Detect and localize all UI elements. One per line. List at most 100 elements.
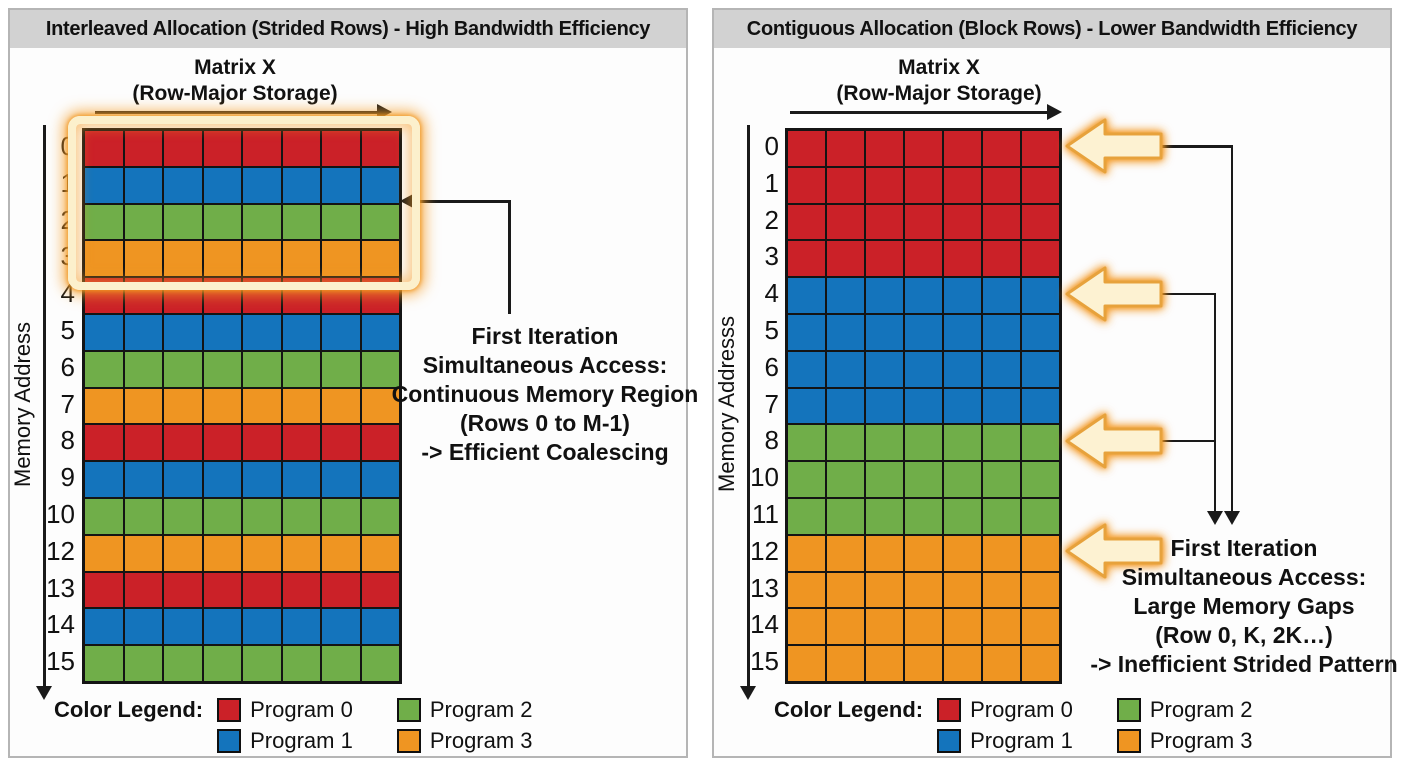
matrix-cell	[943, 461, 982, 498]
memory-address-row-label: 13	[750, 572, 779, 603]
program-0-swatch-icon	[217, 698, 242, 722]
matrix-cell	[787, 350, 826, 388]
matrix-cell	[865, 313, 904, 351]
matrix-cell	[242, 240, 282, 278]
matrix-cell	[865, 130, 904, 167]
memory-address-row-label: 3	[764, 241, 779, 272]
memory-address-row-label: 2	[764, 204, 779, 235]
matrix-cell	[826, 461, 865, 498]
matrix-cell	[242, 424, 282, 462]
matrix-cell	[1021, 277, 1060, 314]
matrix-cell	[281, 130, 321, 167]
matrix-cell	[321, 387, 361, 425]
matrix-cell	[163, 645, 203, 682]
matrix-cell	[84, 534, 124, 572]
memory-address-axis-label: Memory Address	[10, 321, 35, 487]
matrix-cell	[982, 461, 1021, 498]
matrix-cell	[904, 387, 943, 425]
legend-item-label: Program 1	[970, 728, 1073, 753]
matrix-cell	[321, 166, 361, 204]
matrix-cell	[123, 608, 163, 646]
memory-address-row-label: 13	[46, 572, 75, 603]
annotation-line: Simultaneous Access:	[1121, 564, 1367, 590]
matrix-cell	[865, 277, 904, 314]
matrix-cell	[982, 608, 1021, 646]
legend-label: Color Legend:	[774, 697, 924, 722]
annotation-line: Large Memory Gaps	[1133, 593, 1355, 619]
matrix-header: Matrix X (Row-Major Storage)	[70, 55, 400, 107]
matrix-cell	[281, 534, 321, 572]
matrix-cell	[826, 130, 865, 167]
matrix-cell	[321, 203, 361, 241]
matrix-cell	[865, 350, 904, 388]
matrix-cell	[943, 240, 982, 278]
matrix-cell	[943, 608, 982, 646]
matrix-cell	[242, 130, 282, 167]
matrix-cell	[202, 608, 242, 646]
matrix-cell	[202, 203, 242, 241]
row-major-direction-arrow-icon	[95, 104, 392, 120]
matrix-cell	[787, 571, 826, 609]
matrix-cell	[943, 277, 982, 314]
matrix-cell	[904, 130, 943, 167]
legend-label: Color Legend:	[54, 697, 204, 722]
annotation-text: First Iteration Simultaneous Access: Conti…	[370, 322, 720, 467]
memory-address-row-label: 8	[60, 425, 75, 456]
matrix-cell	[943, 424, 982, 462]
matrix-cell	[865, 461, 904, 498]
memory-address-row-label: 11	[752, 498, 779, 529]
matrix-cell	[84, 424, 124, 462]
matrix-cell	[826, 166, 865, 204]
matrix-cell	[123, 166, 163, 204]
matrix-cell	[281, 166, 321, 204]
panel-title: Contiguous Allocation (Block Rows) - Low…	[714, 10, 1390, 48]
memory-address-row-label: 2	[60, 204, 75, 235]
matrix-cell	[787, 424, 826, 462]
memory-address-row-label: 6	[764, 351, 779, 382]
matrix-cell	[202, 350, 242, 388]
matrix-cell	[242, 571, 282, 609]
matrix-cell	[982, 240, 1021, 278]
matrix-cell	[242, 461, 282, 498]
matrix-cell	[123, 424, 163, 462]
matrix-cell	[787, 203, 826, 241]
matrix-cell	[1021, 571, 1060, 609]
matrix-cell	[242, 497, 282, 535]
row-label-column: 0 1 2 3 4 5 6 7 8 10 11 12 13 14 15	[750, 128, 779, 680]
matrix-cell	[242, 387, 282, 425]
matrix-cell	[242, 608, 282, 646]
memory-address-row-label: 5	[60, 314, 75, 345]
matrix-cell	[321, 534, 361, 572]
matrix-cell	[1021, 534, 1060, 572]
matrix-cell	[84, 313, 124, 351]
matrix-cell	[826, 387, 865, 425]
matrix-cell	[904, 277, 943, 314]
matrix-cell	[84, 166, 124, 204]
matrix-cell	[281, 608, 321, 646]
matrix-cell	[84, 497, 124, 535]
matrix-cell	[826, 571, 865, 609]
annotation-line: (Row 0, K, 2K…)	[1155, 622, 1333, 648]
matrix-cell	[202, 166, 242, 204]
memory-address-row-label: 14	[750, 609, 779, 640]
memory-address-row-label: 9	[60, 462, 75, 493]
matrix-cell	[163, 240, 203, 278]
matrix-cell	[163, 461, 203, 498]
matrix-cell	[202, 240, 242, 278]
matrix-cell	[123, 313, 163, 351]
matrix-cell	[123, 461, 163, 498]
matrix-cell	[904, 313, 943, 351]
matrix-cell	[787, 130, 826, 167]
matrix-cell	[982, 350, 1021, 388]
color-legend: Color Legend: Program 0 Program 1 Program …	[54, 696, 533, 755]
matrix-cell	[982, 645, 1021, 682]
legend-item-label: Program 0	[250, 697, 353, 722]
annotation-line: -> Inefficient Strided Pattern	[1090, 651, 1398, 677]
matrix-cell	[202, 571, 242, 609]
memory-address-axis-arrow-icon	[37, 125, 51, 700]
matrix-title: Matrix X	[194, 56, 276, 79]
matrix-cell	[123, 240, 163, 278]
matrix-cell	[826, 240, 865, 278]
matrix-cell	[787, 497, 826, 535]
memory-address-row-label: 1	[60, 167, 75, 198]
